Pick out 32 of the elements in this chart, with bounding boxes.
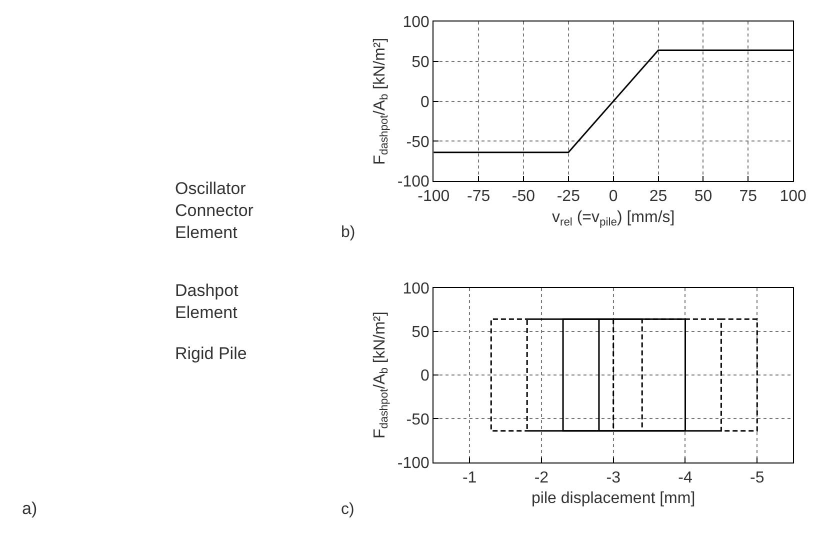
y-tick-label: 100 [402, 280, 430, 298]
text: b) [341, 224, 356, 241]
x-tick-label: 0 [608, 188, 618, 206]
x-tick-label: -5 [750, 470, 764, 487]
x-tick-label: 100 [780, 188, 807, 206]
text: Connector Element [175, 201, 254, 242]
y-tick-label: 50 [412, 54, 430, 71]
x-axis-title: v$_{rel}$ (=v$_{pile}$) [mm/s] [552, 208, 675, 228]
x-tick-label: -2 [534, 470, 549, 487]
y-tick-label: 0 [420, 94, 430, 111]
y-tick-label: 0 [420, 368, 430, 385]
y-tick-label: -50 [406, 411, 430, 428]
y-tick-label: -100 [397, 454, 430, 472]
text: Oscillator [175, 179, 246, 198]
x-tick-label: 25 [649, 188, 668, 206]
x-tick-label: -1 [462, 470, 477, 487]
x-tick-label: -3 [606, 470, 621, 487]
x-tick-label: -50 [512, 188, 536, 206]
text: Rigid Pile [175, 344, 247, 363]
y-tick-label: 50 [412, 324, 430, 341]
text: a) [22, 499, 38, 518]
x-tick-label: -25 [556, 188, 580, 206]
y-tick-label: -100 [397, 174, 430, 191]
x-tick-label: -4 [678, 470, 692, 487]
x-tick-label: -75 [466, 188, 490, 206]
x-tick-label: 50 [694, 188, 712, 206]
x-axis-title: pile displacement [mm] [532, 490, 696, 508]
text: c) [341, 501, 354, 518]
y-tick-label: -50 [406, 134, 430, 151]
y-tick-label: 100 [402, 14, 430, 32]
text: Dashpot Element [175, 281, 239, 322]
x-tick-label: 75 [739, 188, 758, 206]
